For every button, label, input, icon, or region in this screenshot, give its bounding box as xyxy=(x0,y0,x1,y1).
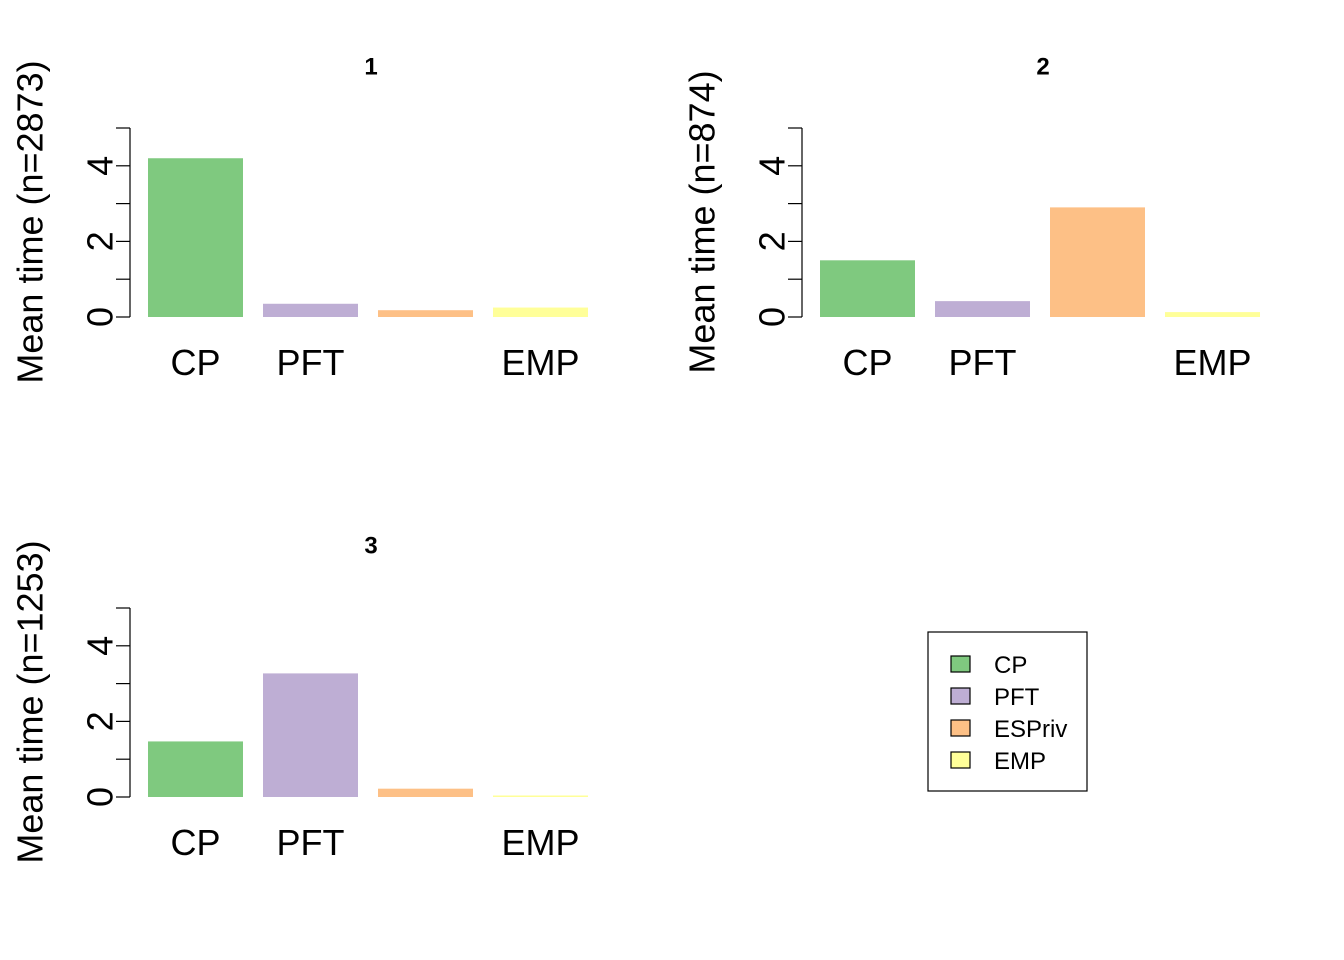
legend-label: PFT xyxy=(994,684,1040,711)
bar-emp xyxy=(493,795,588,797)
x-tick-label: EMP xyxy=(501,822,579,863)
y-tick-label: 4 xyxy=(80,156,121,176)
bar-cp xyxy=(148,158,243,317)
y-tick-label: 4 xyxy=(752,156,793,176)
bar-espriv xyxy=(378,788,473,797)
x-tick-label: PFT xyxy=(277,822,345,863)
legend-label: EMP xyxy=(994,748,1046,775)
chart-panel-3: 3 0 2 4 Mean time (n=1253) CP PFT EMP xyxy=(10,532,588,864)
chart-title: 2 xyxy=(1036,53,1049,80)
chart-title: 3 xyxy=(364,532,377,559)
y-tick-label: 0 xyxy=(752,307,793,327)
legend-swatch xyxy=(950,687,971,705)
y-axis-label: Mean time (n=1253) xyxy=(10,540,51,863)
y-tick-label: 2 xyxy=(80,711,121,731)
y-tick-label: 0 xyxy=(80,787,121,807)
chart-panel-2: 2 0 2 4 Mean time (n=874) CP PFT EMP xyxy=(682,53,1260,383)
legend: CP PFT ESPriv EMP xyxy=(927,631,1088,792)
legend-label: ESPriv xyxy=(994,716,1067,743)
bar-emp xyxy=(493,307,588,317)
bar-pft xyxy=(263,673,358,797)
y-axis-label: Mean time (n=2873) xyxy=(10,60,51,383)
x-tick-label: CP xyxy=(170,342,220,383)
x-tick-label: EMP xyxy=(501,342,579,383)
y-tick-label: 2 xyxy=(752,231,793,251)
x-tick-label: CP xyxy=(170,822,220,863)
bar-pft xyxy=(935,301,1030,317)
legend-label: CP xyxy=(994,652,1027,679)
legend-swatch xyxy=(950,719,971,737)
x-tick-label: PFT xyxy=(277,342,345,383)
bar-emp xyxy=(1165,312,1260,317)
bar-cp xyxy=(148,741,243,797)
bar-pft xyxy=(263,303,358,317)
x-tick-label: PFT xyxy=(949,342,1017,383)
y-tick-label: 2 xyxy=(80,231,121,251)
bar-espriv xyxy=(378,310,473,317)
x-tick-label: EMP xyxy=(1173,342,1251,383)
y-axis-label: Mean time (n=874) xyxy=(682,70,723,373)
bar-cp xyxy=(820,260,915,317)
legend-swatch xyxy=(950,751,971,769)
chart-title: 1 xyxy=(364,53,377,80)
bar-espriv xyxy=(1050,207,1145,317)
y-tick-label: 0 xyxy=(80,307,121,327)
chart-panel-1: 1 0 2 4 Mean time (n=2873) CP PFT EMP xyxy=(10,53,588,384)
y-tick-label: 4 xyxy=(80,636,121,656)
legend-swatch xyxy=(950,655,971,673)
x-tick-label: CP xyxy=(842,342,892,383)
